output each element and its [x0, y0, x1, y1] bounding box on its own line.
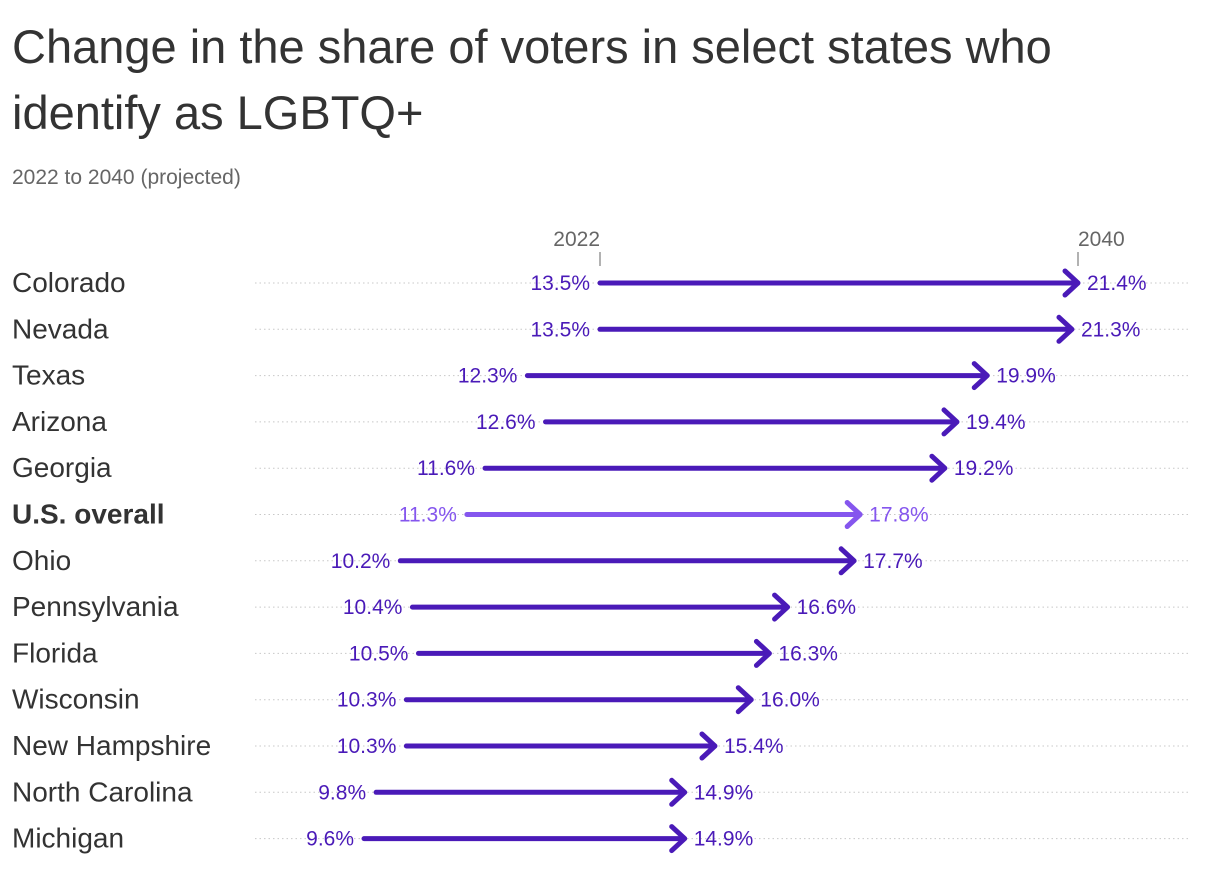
row-label: Ohio [12, 545, 71, 576]
end-value-label: 17.7% [863, 550, 923, 573]
end-value-label: 17.8% [869, 504, 929, 527]
start-value-label: 13.5% [530, 318, 590, 341]
arrow-head [844, 500, 863, 529]
end-value-label: 14.9% [694, 828, 754, 851]
arrow-head [669, 824, 688, 854]
start-year-label: 2022 [553, 228, 600, 251]
start-value-label: 10.2% [331, 550, 391, 573]
chart-subtitle: 2022 to 2040 (projected) [12, 166, 241, 189]
end-year-label: 2040 [1078, 228, 1125, 251]
row-label: Pennsylvania [12, 591, 179, 622]
end-value-label: 16.0% [760, 689, 820, 712]
row-label: Colorado [12, 267, 126, 298]
row-label: Wisconsin [12, 684, 140, 715]
end-value-label: 21.3% [1081, 318, 1141, 341]
end-value-label: 19.2% [954, 457, 1014, 480]
arrow-head [838, 546, 857, 576]
arrow-head [941, 407, 960, 437]
row-label: New Hampshire [12, 730, 211, 761]
end-value-label: 21.4% [1087, 272, 1147, 295]
arrow-head [735, 685, 754, 715]
start-value-label: 10.4% [343, 596, 403, 619]
end-value-label: 15.4% [724, 735, 784, 758]
row-label: Florida [12, 637, 98, 668]
row-label: U.S. overall [12, 499, 165, 530]
arrow-head [1056, 314, 1075, 344]
end-value-label: 16.6% [797, 596, 857, 619]
end-value-label: 19.9% [996, 365, 1056, 388]
row-label: Nevada [12, 313, 109, 344]
row-label: Georgia [12, 452, 112, 483]
start-value-label: 12.3% [458, 365, 518, 388]
arrow-head [929, 453, 948, 483]
start-value-label: 13.5% [530, 272, 590, 295]
start-value-label: 12.6% [476, 411, 536, 434]
start-value-label: 11.3% [399, 504, 457, 527]
row-label: North Carolina [12, 776, 193, 807]
row-label: Arizona [12, 406, 107, 437]
start-value-label: 10.3% [337, 689, 397, 712]
arrow-head [669, 777, 688, 807]
start-value-label: 10.3% [337, 735, 397, 758]
start-value-label: 11.6% [417, 457, 475, 480]
end-value-label: 19.4% [966, 411, 1026, 434]
chart-title: Change in the share of voters in select … [12, 20, 1052, 139]
arrow-head [772, 592, 791, 622]
arrow-head [753, 638, 772, 668]
row-label: Texas [12, 360, 85, 391]
start-value-label: 10.5% [349, 642, 409, 665]
start-value-label: 9.8% [318, 781, 366, 804]
arrow-head [699, 731, 718, 761]
arrow-head [1062, 268, 1081, 298]
arrow-head [971, 361, 990, 391]
row-label: Michigan [12, 823, 124, 854]
start-value-label: 9.6% [306, 828, 354, 851]
end-value-label: 16.3% [778, 642, 838, 665]
end-value-label: 14.9% [694, 781, 754, 804]
